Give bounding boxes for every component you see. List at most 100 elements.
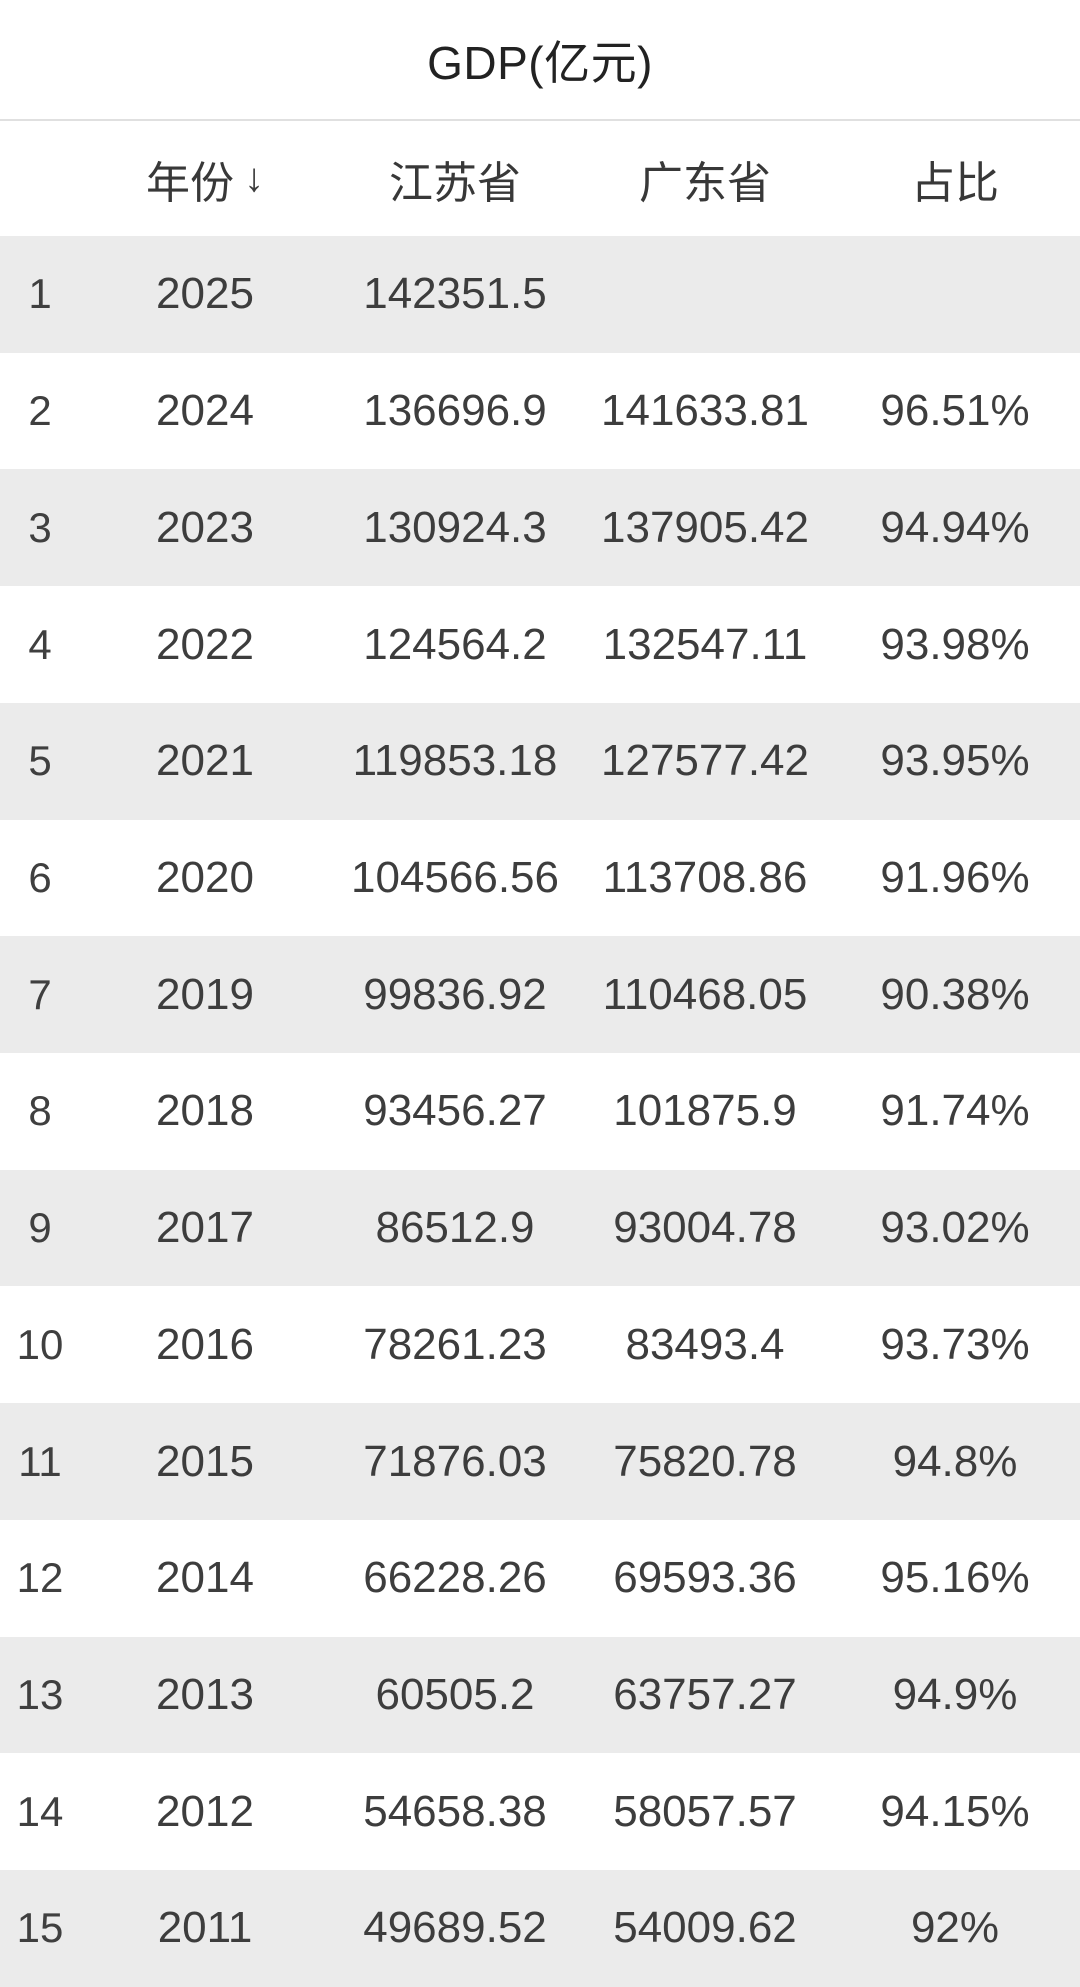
table-body: 1 2025 142351.5 2 2024 136696.9 141633.8… [0, 236, 1080, 1987]
cell-jiangsu: 119853.18 [352, 736, 558, 786]
cell-year: 2017 [156, 1203, 254, 1253]
cell-guangdong: 63757.27 [613, 1669, 797, 1719]
cell-guangdong: 101875.9 [613, 1086, 797, 1136]
row-index: 9 [28, 1204, 52, 1252]
cell-year: 2013 [156, 1669, 254, 1719]
table-row: 8 2018 93456.27 101875.9 91.74% [0, 1053, 1080, 1170]
title-divider [0, 119, 1080, 121]
header-guangdong[interactable]: 广东省 [580, 147, 830, 211]
cell-jiangsu: 99836.92 [363, 969, 547, 1019]
cell-ratio: 93.02% [880, 1203, 1030, 1253]
row-index: 7 [28, 970, 52, 1018]
cell-jiangsu: 54658.38 [363, 1786, 547, 1836]
cell-year: 2018 [156, 1086, 254, 1136]
table-row: 14 2012 54658.38 58057.57 94.15% [0, 1753, 1080, 1871]
header-ratio[interactable]: 占比 [830, 147, 1080, 211]
header-year-label: 年份 [146, 158, 234, 208]
cell-year: 2022 [156, 619, 254, 669]
cell-ratio: 90.38% [880, 969, 1030, 1019]
header-jiangsu[interactable]: 江苏省 [330, 147, 580, 211]
row-index: 6 [28, 853, 52, 901]
table-row: 5 2021 119853.18 127577.42 93.95% [0, 702, 1080, 820]
gdp-table: 年份 ↓ 江苏省 广东省 占比 1 2025 142351.5 2 [0, 121, 1080, 1987]
table-row: 2 2024 136696.9 141633.81 96.51% [0, 352, 1080, 470]
cell-year: 2020 [156, 852, 254, 902]
cell-jiangsu: 142351.5 [363, 269, 547, 319]
cell-jiangsu: 136696.9 [363, 386, 547, 436]
cell-jiangsu: 60505.2 [375, 1669, 535, 1719]
cell-ratio: 96.51% [880, 386, 1030, 436]
row-index: 13 [16, 1670, 64, 1718]
table-row: 13 2013 60505.2 63757.27 94.9% [0, 1636, 1080, 1754]
cell-jiangsu: 71876.03 [363, 1436, 547, 1486]
row-index: 3 [28, 503, 52, 551]
row-index: 11 [18, 1437, 62, 1485]
cell-year: 2025 [156, 269, 254, 319]
cell-guangdong: 75820.78 [613, 1436, 797, 1486]
header-ratio-label: 占比 [911, 158, 999, 208]
cell-guangdong: 58057.57 [613, 1786, 797, 1836]
table-row: 11 2015 71876.03 75820.78 94.8% [0, 1403, 1080, 1520]
table-row: 1 2025 142351.5 [0, 236, 1080, 353]
cell-jiangsu: 93456.27 [363, 1086, 547, 1136]
cell-guangdong: 69593.36 [613, 1553, 797, 1603]
cell-year: 2023 [156, 502, 254, 552]
cell-ratio: 94.94% [880, 502, 1030, 552]
cell-jiangsu: 49689.52 [363, 1903, 547, 1953]
cell-ratio: 91.96% [880, 852, 1030, 902]
title-bar: GDP(亿元) [0, 0, 1080, 119]
table-row: 10 2016 78261.23 83493.4 93.73% [0, 1286, 1080, 1404]
header-year[interactable]: 年份 ↓ [80, 147, 330, 211]
table-row: 7 2019 99836.92 110468.05 90.38% [0, 936, 1080, 1054]
cell-ratio: 93.95% [880, 736, 1030, 786]
cell-year: 2016 [156, 1319, 254, 1369]
cell-jiangsu: 86512.9 [375, 1203, 535, 1253]
cell-jiangsu: 124564.2 [363, 619, 547, 669]
cell-guangdong: 54009.62 [613, 1903, 797, 1953]
cell-jiangsu: 66228.26 [363, 1553, 547, 1603]
cell-ratio: 94.9% [892, 1669, 1018, 1719]
cell-ratio: 95.16% [880, 1553, 1030, 1603]
row-index: 5 [28, 737, 52, 785]
table-row: 9 2017 86512.9 93004.78 93.02% [0, 1169, 1080, 1287]
cell-ratio: 94.15% [880, 1786, 1030, 1836]
cell-ratio: 93.98% [880, 619, 1030, 669]
table-header: 年份 ↓ 江苏省 广东省 占比 [0, 121, 1080, 236]
cell-ratio: 92% [910, 1903, 1000, 1953]
cell-jiangsu: 78261.23 [363, 1319, 547, 1369]
cell-guangdong: 83493.4 [625, 1319, 785, 1369]
cell-guangdong: 110468.05 [602, 969, 808, 1019]
cell-guangdong: 137905.42 [601, 502, 809, 552]
cell-guangdong: 93004.78 [613, 1203, 797, 1253]
header-guangdong-label: 广东省 [639, 158, 771, 208]
table-row: 12 2014 66228.26 69593.36 95.16% [0, 1519, 1080, 1637]
row-index: 8 [28, 1087, 52, 1135]
sort-descending-icon: ↓ [244, 156, 264, 200]
row-index: 4 [28, 620, 52, 668]
header-jiangsu-label: 江苏省 [389, 158, 521, 208]
cell-year: 2012 [156, 1786, 254, 1836]
cell-jiangsu: 130924.3 [363, 502, 547, 552]
cell-year: 2015 [156, 1436, 254, 1486]
cell-ratio: 91.74% [880, 1086, 1030, 1136]
row-index: 12 [16, 1554, 64, 1602]
cell-guangdong: 141633.81 [601, 386, 809, 436]
row-index: 14 [16, 1787, 64, 1835]
table-row: 6 2020 104566.56 113708.86 91.96% [0, 819, 1080, 937]
row-index: 15 [16, 1904, 64, 1952]
table-row: 15 2011 49689.52 54009.62 92% [0, 1870, 1080, 1987]
cell-year: 2011 [157, 1903, 253, 1953]
cell-jiangsu: 104566.56 [351, 852, 559, 902]
row-index: 1 [28, 270, 52, 318]
row-index: 10 [16, 1320, 64, 1368]
table-row: 3 2023 130924.3 137905.42 94.94% [0, 469, 1080, 587]
cell-year: 2021 [156, 736, 254, 786]
cell-year: 2014 [156, 1553, 254, 1603]
row-index: 2 [28, 387, 52, 435]
cell-guangdong: 132547.11 [602, 619, 808, 669]
cell-ratio: 93.73% [880, 1319, 1030, 1369]
cell-ratio: 94.8% [892, 1436, 1018, 1486]
cell-guangdong: 113708.86 [602, 852, 808, 902]
cell-guangdong: 127577.42 [601, 736, 809, 786]
